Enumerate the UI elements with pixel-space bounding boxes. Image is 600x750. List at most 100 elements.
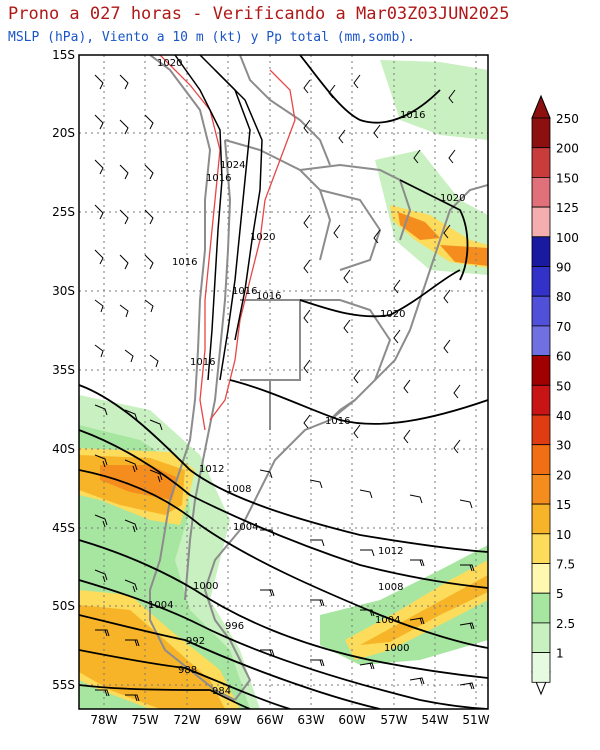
colorbar-tick-label: 250	[556, 112, 579, 126]
colorbar-swatch	[531, 473, 551, 505]
south-america-east-coast	[203, 184, 488, 701]
isobar-label: 1008	[226, 484, 251, 495]
isobar-label: 1012	[378, 546, 403, 557]
colorbar-swatch	[531, 266, 551, 297]
isobar-1000	[79, 539, 488, 679]
lat-label: 25S	[52, 205, 75, 219]
colorbar-tick-label: 200	[556, 142, 579, 156]
isobar-label: 1004	[233, 522, 258, 533]
colorbar-tick-label: 1	[556, 647, 564, 661]
colorbar-swatch	[531, 622, 551, 654]
isobar-992	[79, 614, 381, 709]
isobar-label: 1004	[148, 600, 173, 611]
lat-label: 20S	[52, 126, 75, 140]
precip-brazil-orange	[398, 212, 440, 240]
colorbar-swatch	[531, 355, 551, 386]
colorbar-swatch	[531, 592, 551, 624]
lat-label: 30S	[52, 284, 75, 298]
colorbar-top-arrow	[531, 94, 551, 119]
lat-label: 55S	[52, 678, 75, 692]
lat-label: 45S	[52, 521, 75, 535]
colorbar-tick-label: 125	[556, 201, 579, 215]
isobar-label: 1024	[220, 160, 245, 171]
lon-label: 57W	[380, 713, 407, 727]
colorbar-tick-label: 2.5	[556, 617, 575, 631]
andes-red-contours	[159, 55, 296, 431]
isobar-1004	[79, 469, 488, 649]
coastlines	[149, 55, 488, 701]
colorbar-tick-label: 90	[556, 261, 571, 275]
lat-label: 15S	[52, 48, 75, 62]
isobar-label: 1020	[440, 193, 465, 204]
isobar-1008	[79, 429, 488, 589]
isobar-label: 1016	[400, 110, 425, 121]
colorbar-swatch	[531, 325, 551, 356]
colorbar-tick-label: 10	[556, 528, 571, 542]
colorbar-swatch	[531, 414, 551, 446]
brazil-border	[299, 163, 412, 241]
lon-label: 66W	[256, 713, 283, 727]
colorbar-swatch	[531, 117, 551, 149]
isobar-label: 992	[186, 636, 205, 647]
lon-label: 60W	[338, 713, 365, 727]
isobars	[79, 55, 488, 709]
lon-label: 72W	[173, 713, 200, 727]
isobar-label: 1016	[190, 357, 215, 368]
isobar-984	[79, 684, 251, 709]
colorbar-swatch	[531, 533, 551, 564]
colorbar-tick-label: 7.5	[556, 558, 575, 572]
isobar-label: 984	[212, 686, 231, 697]
peru-border	[239, 55, 331, 166]
uruguay-border	[339, 299, 392, 381]
isobar-996	[79, 579, 488, 709]
colorbar-tick-label: 30	[556, 439, 571, 453]
colorbar-tick-label: 40	[556, 409, 571, 423]
isobar-1020-east	[399, 179, 469, 281]
colorbar-swatch	[531, 563, 551, 594]
isobar-label: 1016	[232, 286, 257, 297]
isobar-1020-central	[299, 269, 461, 318]
lat-label: 35S	[52, 363, 75, 377]
colorbar-tick-label: 80	[556, 290, 571, 304]
colorbar-tick-label: 60	[556, 350, 571, 364]
isobar-1016-central	[229, 379, 488, 425]
wind-barbs	[94, 74, 475, 702]
colorbar-tick-label: 5	[556, 587, 564, 601]
isobar-1016-north	[299, 55, 441, 124]
colorbar-swatch	[531, 384, 551, 416]
isobar-label: 996	[225, 621, 244, 632]
colorbar-tick-label: 70	[556, 320, 571, 334]
isobar-988	[79, 649, 291, 709]
lon-label: 69W	[214, 713, 241, 727]
lon-label: 75W	[131, 713, 158, 727]
lon-label: 51W	[462, 713, 489, 727]
isobar-label: 1016	[325, 416, 350, 427]
map-subtitle: MSLP (hPa), Viento a 10 m (kt) y Pp tota…	[8, 30, 415, 45]
bolivia-border	[224, 139, 332, 261]
isobar-label: 1004	[375, 615, 400, 626]
colorbar-tick-label: 20	[556, 468, 571, 482]
lat-label: 40S	[52, 442, 75, 456]
map-frame	[78, 54, 489, 710]
isobar-label: 1016	[206, 173, 231, 184]
precip-atlantic-orange	[360, 575, 488, 645]
colorbar-swatch	[531, 236, 551, 267]
isobar-1012	[79, 384, 488, 553]
isobar-label: 1020	[380, 309, 405, 320]
isobar-labels: 1020 1024 1016 1016 1020 1016 1016 1016 …	[148, 58, 465, 697]
colorbar-swatch	[531, 503, 551, 535]
colorbar-tick-label: 150	[556, 171, 579, 185]
colorbar-swatch	[531, 176, 551, 208]
isobar-label: 1020	[157, 58, 182, 69]
isobar-label: 1016	[256, 291, 281, 302]
isobar-label: 1000	[193, 581, 218, 592]
colorbar-swatch	[531, 295, 551, 327]
colorbar-swatch	[531, 652, 551, 683]
longitude-labels: 78W 75W 72W 69W 66W 63W 60W 57W 54W 51W	[90, 713, 489, 727]
rio-de-la-plata	[329, 399, 356, 421]
map-title: Prono a 027 horas - Verificando a Mar03Z…	[8, 4, 510, 24]
isobar-label: 1000	[384, 643, 409, 654]
lat-label: 50S	[52, 599, 75, 613]
lon-label: 78W	[90, 713, 117, 727]
